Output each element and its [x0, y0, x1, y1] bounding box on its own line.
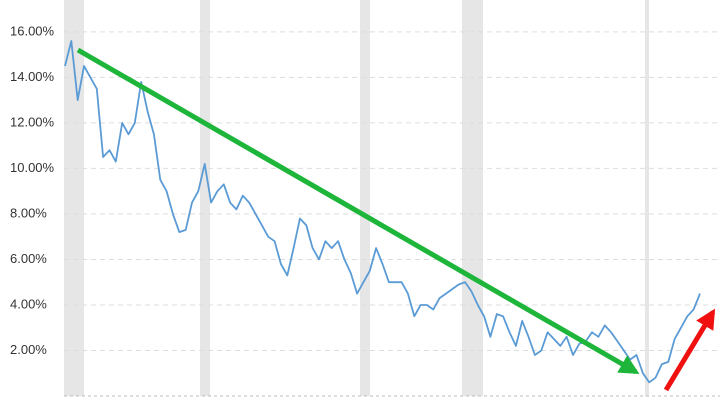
- y-tick-label: 4.00%: [10, 296, 47, 311]
- recession-band: [462, 0, 483, 396]
- y-tick-label: 8.00%: [10, 205, 47, 220]
- recession-bands: [64, 0, 649, 396]
- recession-band: [64, 0, 84, 396]
- y-tick-label: 12.00%: [10, 114, 55, 129]
- y-tick-label: 2.00%: [10, 342, 47, 357]
- recession-band: [645, 0, 649, 396]
- data-line: [64, 40, 701, 384]
- y-tick-label: 14.00%: [10, 69, 55, 84]
- y-tick-label: 10.00%: [10, 160, 55, 175]
- recession-band: [360, 0, 370, 396]
- trend-arrow: [663, 308, 716, 392]
- recession-band: [200, 0, 210, 396]
- y-tick-label: 6.00%: [10, 251, 47, 266]
- trend-arrow: [76, 47, 640, 375]
- y-tick-label: 16.00%: [10, 23, 55, 38]
- plot-layer: 2.00% 4.00% 6.00% 8.00% 10.00% 12.00% 14.00% 16…: [10, 23, 720, 397]
